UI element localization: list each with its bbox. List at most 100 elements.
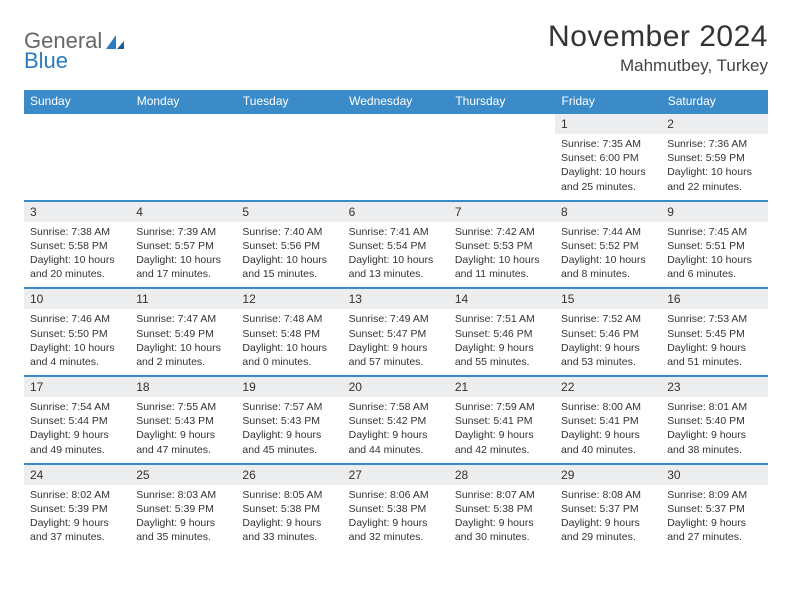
sunrise-text: Sunrise: 8:01 AM: [667, 400, 761, 414]
sunset-text: Sunset: 5:44 PM: [30, 414, 124, 428]
day-detail-cell: Sunrise: 8:00 AMSunset: 5:41 PMDaylight:…: [555, 397, 661, 464]
sunrise-text: Sunrise: 7:59 AM: [455, 400, 549, 414]
sunset-text: Sunset: 5:40 PM: [667, 414, 761, 428]
daylight-text: and 17 minutes.: [136, 267, 230, 281]
weekday-header: Sunday: [24, 90, 130, 113]
daylight-text: and 38 minutes.: [667, 443, 761, 457]
daylight-text: Daylight: 10 hours: [561, 253, 655, 267]
sunrise-text: Sunrise: 8:07 AM: [455, 488, 549, 502]
daylight-text: and 15 minutes.: [242, 267, 336, 281]
day-number-row: 24252627282930: [24, 464, 768, 485]
sunrise-text: Sunrise: 7:40 AM: [242, 225, 336, 239]
sunrise-text: Sunrise: 7:51 AM: [455, 312, 549, 326]
day-number-cell: 6: [343, 201, 449, 222]
location: Mahmutbey, Turkey: [548, 56, 768, 76]
daylight-text: and 53 minutes.: [561, 355, 655, 369]
daylight-text: Daylight: 10 hours: [30, 253, 124, 267]
logo-text-blue: Blue: [24, 48, 68, 74]
header: General November 2024 Mahmutbey, Turkey: [24, 20, 768, 76]
daylight-text: Daylight: 10 hours: [136, 253, 230, 267]
sunset-text: Sunset: 5:38 PM: [242, 502, 336, 516]
day-detail-cell: Sunrise: 8:05 AMSunset: 5:38 PMDaylight:…: [236, 485, 342, 551]
day-detail-cell: Sunrise: 7:52 AMSunset: 5:46 PMDaylight:…: [555, 309, 661, 376]
daylight-text: Daylight: 9 hours: [561, 341, 655, 355]
day-number-cell: 14: [449, 288, 555, 309]
day-number-cell: 1: [555, 113, 661, 134]
daylight-text: Daylight: 9 hours: [242, 516, 336, 530]
day-number-cell: 17: [24, 376, 130, 397]
sunset-text: Sunset: 5:54 PM: [349, 239, 443, 253]
daylight-text: and 30 minutes.: [455, 530, 549, 544]
daylight-text: Daylight: 10 hours: [242, 253, 336, 267]
sunrise-text: Sunrise: 7:44 AM: [561, 225, 655, 239]
day-detail-row: Sunrise: 7:54 AMSunset: 5:44 PMDaylight:…: [24, 397, 768, 464]
day-number-cell: 29: [555, 464, 661, 485]
day-number-cell: 25: [130, 464, 236, 485]
day-detail-cell: Sunrise: 7:49 AMSunset: 5:47 PMDaylight:…: [343, 309, 449, 376]
day-number-cell: 3: [24, 201, 130, 222]
daylight-text: and 40 minutes.: [561, 443, 655, 457]
logo-sail-icon: [104, 33, 126, 51]
weekday-header: Monday: [130, 90, 236, 113]
daylight-text: Daylight: 10 hours: [455, 253, 549, 267]
daylight-text: Daylight: 9 hours: [349, 341, 443, 355]
sunset-text: Sunset: 5:45 PM: [667, 327, 761, 341]
day-detail-cell: Sunrise: 7:51 AMSunset: 5:46 PMDaylight:…: [449, 309, 555, 376]
sunset-text: Sunset: 6:00 PM: [561, 151, 655, 165]
day-detail-cell: Sunrise: 7:47 AMSunset: 5:49 PMDaylight:…: [130, 309, 236, 376]
daylight-text: Daylight: 9 hours: [667, 516, 761, 530]
day-number-cell: 23: [661, 376, 767, 397]
sunset-text: Sunset: 5:38 PM: [349, 502, 443, 516]
day-number-cell: 27: [343, 464, 449, 485]
sunrise-text: Sunrise: 7:49 AM: [349, 312, 443, 326]
sunset-text: Sunset: 5:46 PM: [561, 327, 655, 341]
day-detail-row: Sunrise: 7:38 AMSunset: 5:58 PMDaylight:…: [24, 222, 768, 289]
day-detail-cell: Sunrise: 7:48 AMSunset: 5:48 PMDaylight:…: [236, 309, 342, 376]
sunrise-text: Sunrise: 7:39 AM: [136, 225, 230, 239]
day-detail-cell: Sunrise: 7:40 AMSunset: 5:56 PMDaylight:…: [236, 222, 342, 289]
day-number-cell: 20: [343, 376, 449, 397]
daylight-text: and 32 minutes.: [349, 530, 443, 544]
daylight-text: and 42 minutes.: [455, 443, 549, 457]
daylight-text: Daylight: 10 hours: [667, 253, 761, 267]
daylight-text: and 45 minutes.: [242, 443, 336, 457]
day-number-cell: 7: [449, 201, 555, 222]
day-detail-row: Sunrise: 7:46 AMSunset: 5:50 PMDaylight:…: [24, 309, 768, 376]
day-number-row: 10111213141516: [24, 288, 768, 309]
day-detail-row: Sunrise: 7:35 AMSunset: 6:00 PMDaylight:…: [24, 134, 768, 201]
daylight-text: and 55 minutes.: [455, 355, 549, 369]
daylight-text: Daylight: 10 hours: [561, 165, 655, 179]
day-number-cell: [24, 113, 130, 134]
daylight-text: and 44 minutes.: [349, 443, 443, 457]
day-number-cell: 30: [661, 464, 767, 485]
sunset-text: Sunset: 5:37 PM: [667, 502, 761, 516]
sunset-text: Sunset: 5:58 PM: [30, 239, 124, 253]
day-detail-cell: Sunrise: 8:02 AMSunset: 5:39 PMDaylight:…: [24, 485, 130, 551]
day-number-cell: 15: [555, 288, 661, 309]
day-detail-cell: Sunrise: 7:46 AMSunset: 5:50 PMDaylight:…: [24, 309, 130, 376]
weekday-header: Thursday: [449, 90, 555, 113]
daylight-text: Daylight: 9 hours: [455, 516, 549, 530]
weekday-header: Tuesday: [236, 90, 342, 113]
day-detail-cell: Sunrise: 7:39 AMSunset: 5:57 PMDaylight:…: [130, 222, 236, 289]
day-detail-cell: Sunrise: 8:01 AMSunset: 5:40 PMDaylight:…: [661, 397, 767, 464]
sunrise-text: Sunrise: 8:03 AM: [136, 488, 230, 502]
month-title: November 2024: [548, 20, 768, 54]
day-detail-cell: Sunrise: 8:08 AMSunset: 5:37 PMDaylight:…: [555, 485, 661, 551]
daylight-text: and 33 minutes.: [242, 530, 336, 544]
weekday-header: Saturday: [661, 90, 767, 113]
sunset-text: Sunset: 5:41 PM: [561, 414, 655, 428]
sunrise-text: Sunrise: 7:53 AM: [667, 312, 761, 326]
day-detail-cell: [24, 134, 130, 201]
sunset-text: Sunset: 5:47 PM: [349, 327, 443, 341]
day-detail-cell: [449, 134, 555, 201]
daylight-text: Daylight: 9 hours: [561, 516, 655, 530]
calendar-table: Sunday Monday Tuesday Wednesday Thursday…: [24, 90, 768, 550]
daylight-text: and 37 minutes.: [30, 530, 124, 544]
sunset-text: Sunset: 5:56 PM: [242, 239, 336, 253]
sunrise-text: Sunrise: 7:54 AM: [30, 400, 124, 414]
day-number-cell: 13: [343, 288, 449, 309]
sunrise-text: Sunrise: 7:47 AM: [136, 312, 230, 326]
day-detail-row: Sunrise: 8:02 AMSunset: 5:39 PMDaylight:…: [24, 485, 768, 551]
daylight-text: Daylight: 9 hours: [136, 516, 230, 530]
